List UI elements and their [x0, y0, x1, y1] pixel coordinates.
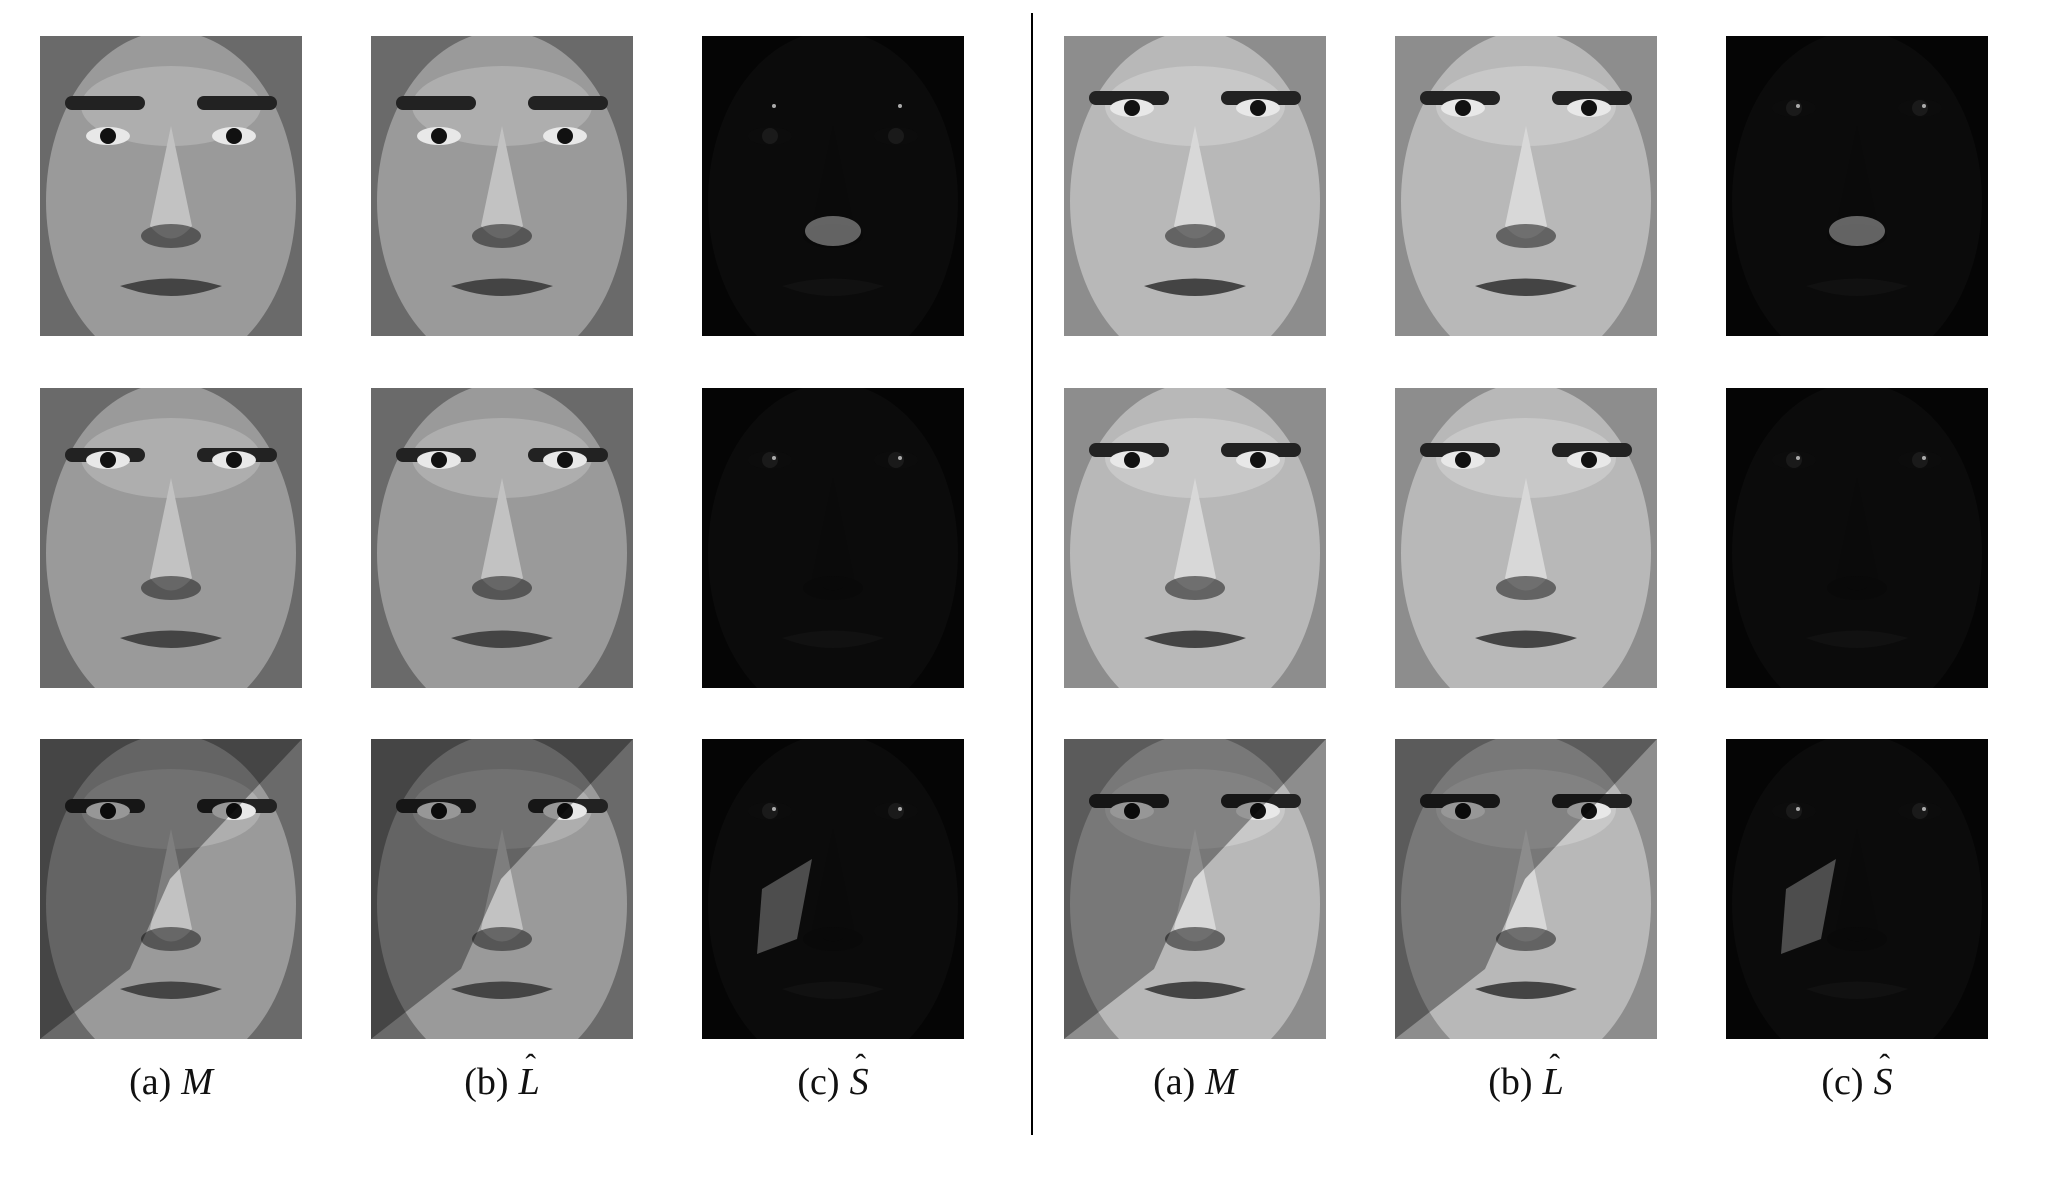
face-image-sparse-row-3 [1726, 739, 1988, 1039]
caption-low-rank: (b)L [1395, 1060, 1657, 1104]
caption-symbol: S [850, 1061, 869, 1103]
caption-sparse: (c)S [702, 1060, 964, 1104]
caption-label: (a) [129, 1061, 172, 1103]
figure-group-left: (a)M (b)L (c)S [0, 0, 1024, 1180]
caption-observed: (a) M [40, 1060, 302, 1104]
caption-symbol: L [1543, 1061, 1564, 1103]
face-image-sparse-row-1 [1726, 36, 1988, 336]
face-image-low-rank-row-2 [1395, 388, 1657, 688]
caption-low-rank: (b)L [371, 1060, 633, 1104]
face-image-low-rank-row-1 [1395, 36, 1657, 336]
caption-symbol: L [519, 1061, 540, 1103]
caption-label: (c) [1821, 1061, 1864, 1103]
face-image-sparse-row-3 [702, 739, 964, 1039]
face-image-sparse-row-1 [702, 36, 964, 336]
caption-symbol: S [1874, 1061, 1893, 1103]
caption-label: (a) [1153, 1061, 1196, 1103]
face-image-sparse-row-2 [702, 388, 964, 688]
face-image-low-rank-row-1 [371, 36, 633, 336]
face-image-observed-row-1 [1064, 36, 1326, 336]
face-image-low-rank-row-2 [371, 388, 633, 688]
face-image-sparse-row-2 [1726, 388, 1988, 688]
caption-sparse: (c)S [1726, 1060, 1988, 1104]
face-image-low-rank-row-3 [371, 739, 633, 1039]
caption-label: (b) [464, 1061, 509, 1103]
group-divider [1031, 13, 1033, 1135]
face-image-low-rank-row-3 [1395, 739, 1657, 1039]
face-image-observed-row-1 [40, 36, 302, 336]
caption-label: (b) [1488, 1061, 1533, 1103]
face-image-observed-row-2 [1064, 388, 1326, 688]
face-image-observed-row-3 [40, 739, 302, 1039]
caption-observed: (a) M [1064, 1060, 1326, 1104]
face-image-observed-row-2 [40, 388, 302, 688]
figure-group-right: (a)M (b)L (c)S [1024, 0, 2048, 1180]
caption-symbol: M [181, 1061, 213, 1103]
face-image-observed-row-3 [1064, 739, 1326, 1039]
caption-symbol: M [1205, 1061, 1237, 1103]
caption-label: (c) [797, 1061, 840, 1103]
